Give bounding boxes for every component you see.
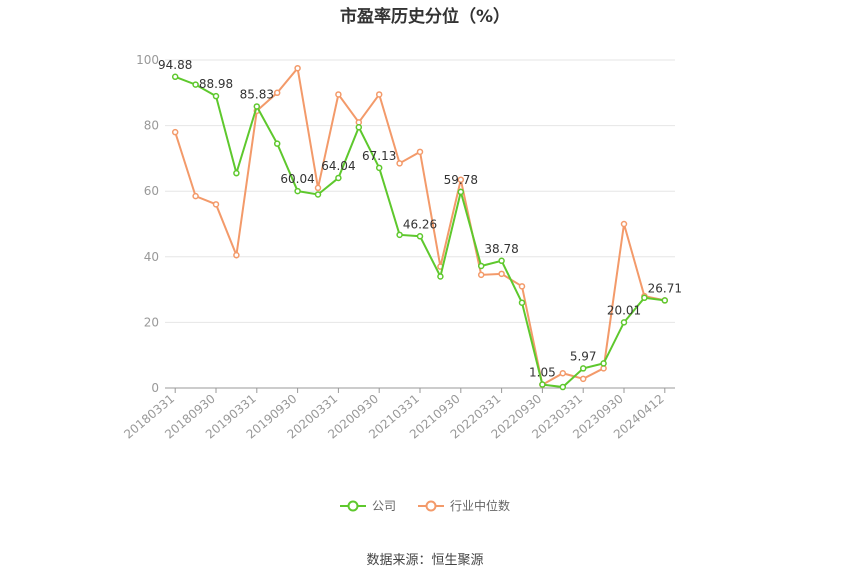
legend-swatch-marker — [347, 500, 359, 511]
chart-legend: 公司 行业中位数 — [0, 497, 850, 514]
data-label: 20.01 — [607, 303, 641, 317]
data-point — [539, 381, 546, 388]
y-tick-label: 80 — [144, 119, 159, 133]
data-label: 59.78 — [444, 173, 478, 187]
data-point — [375, 91, 383, 98]
series-line — [174, 75, 665, 389]
data-point — [416, 233, 424, 240]
data-point — [192, 81, 199, 88]
data-label: 26.71 — [648, 281, 682, 295]
data-point — [212, 201, 220, 208]
data-point — [171, 128, 179, 136]
data-point — [661, 297, 669, 304]
data-point — [477, 271, 485, 279]
data-label: 88.98 — [199, 77, 233, 91]
data-point — [273, 140, 281, 147]
y-tick-label: 60 — [144, 184, 159, 198]
source-note: 数据来源：恒生聚源 — [366, 553, 484, 568]
data-point — [314, 191, 322, 198]
legend-label: 公司 — [371, 499, 396, 513]
data-label: 85.83 — [240, 87, 274, 101]
data-point — [600, 360, 607, 367]
data-point — [437, 273, 444, 280]
data-point — [335, 174, 342, 182]
data-label: 38.78 — [484, 242, 518, 256]
data-point — [294, 64, 301, 72]
data-point — [559, 383, 567, 391]
y-tick-label: 40 — [144, 250, 159, 264]
legend-item[interactable]: 行业中位数 — [418, 497, 510, 514]
data-point — [355, 123, 363, 131]
data-point — [620, 319, 628, 326]
data-point — [457, 188, 465, 196]
data-point — [498, 257, 505, 265]
legend-swatch-marker — [425, 500, 437, 511]
legend-swatch — [418, 500, 444, 511]
data-label: 5.97 — [570, 349, 597, 363]
data-point — [212, 92, 220, 100]
data-label: 67.13 — [362, 149, 396, 163]
data-point — [641, 294, 648, 302]
data-point — [273, 89, 281, 97]
chart-title: 市盈率历史分位（%） — [339, 7, 511, 27]
data-point — [579, 375, 587, 383]
data-point — [396, 231, 403, 239]
data-point — [294, 187, 301, 195]
y-tick-label: 100 — [136, 53, 159, 67]
data-point — [314, 184, 322, 192]
data-point — [335, 91, 342, 98]
data-point — [253, 103, 261, 110]
data-label: 60.04 — [280, 172, 314, 186]
data-point — [518, 299, 526, 306]
y-tick-label: 0 — [151, 381, 159, 395]
data-point — [498, 270, 505, 278]
data-point — [396, 160, 403, 167]
legend-label: 行业中位数 — [450, 499, 511, 513]
data-point — [171, 73, 179, 81]
data-point — [233, 251, 240, 259]
data-point — [416, 148, 424, 156]
data-label: 46.26 — [403, 217, 437, 231]
data-label: 1.05 — [529, 366, 556, 380]
data-point — [233, 169, 240, 177]
data-point — [477, 262, 485, 270]
data-label: 94.88 — [158, 58, 192, 72]
data-point — [579, 365, 587, 372]
data-point — [192, 192, 199, 200]
data-label: 64.04 — [321, 159, 355, 173]
y-tick-label: 20 — [144, 315, 159, 329]
data-point — [620, 220, 628, 228]
data-point — [375, 164, 383, 172]
legend-item[interactable]: 公司 — [339, 497, 396, 514]
data-point — [457, 176, 465, 183]
data-point — [559, 369, 567, 377]
data-point — [518, 283, 526, 290]
legend-swatch — [339, 500, 366, 511]
